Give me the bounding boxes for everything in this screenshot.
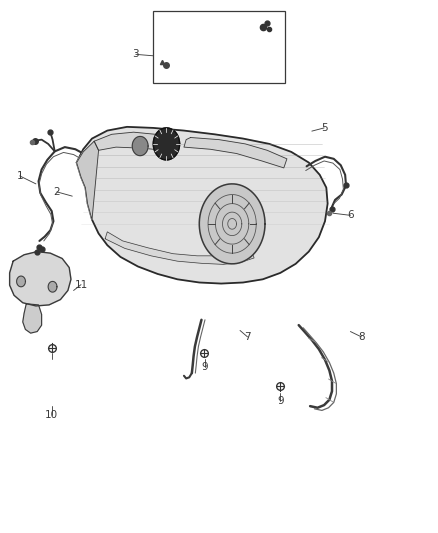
Polygon shape — [77, 127, 328, 284]
Polygon shape — [184, 138, 287, 168]
Polygon shape — [17, 276, 25, 287]
Text: 10: 10 — [45, 410, 58, 419]
Text: 4: 4 — [242, 64, 249, 74]
Text: 5: 5 — [321, 123, 328, 133]
Polygon shape — [199, 184, 265, 264]
Polygon shape — [77, 141, 99, 220]
Text: 9: 9 — [277, 396, 284, 406]
Polygon shape — [153, 128, 180, 160]
Polygon shape — [23, 304, 42, 333]
Bar — [153, 11, 285, 83]
Polygon shape — [48, 281, 57, 292]
Text: 11: 11 — [74, 280, 88, 289]
Polygon shape — [94, 132, 166, 150]
Text: 7: 7 — [244, 332, 251, 342]
Text: 3: 3 — [132, 50, 139, 59]
Text: 8: 8 — [358, 332, 365, 342]
Text: 6: 6 — [347, 211, 354, 220]
Text: 9: 9 — [201, 362, 208, 372]
Text: 1: 1 — [16, 171, 23, 181]
Polygon shape — [132, 136, 148, 156]
Polygon shape — [10, 252, 71, 306]
Text: 2: 2 — [53, 187, 60, 197]
Polygon shape — [105, 232, 254, 264]
